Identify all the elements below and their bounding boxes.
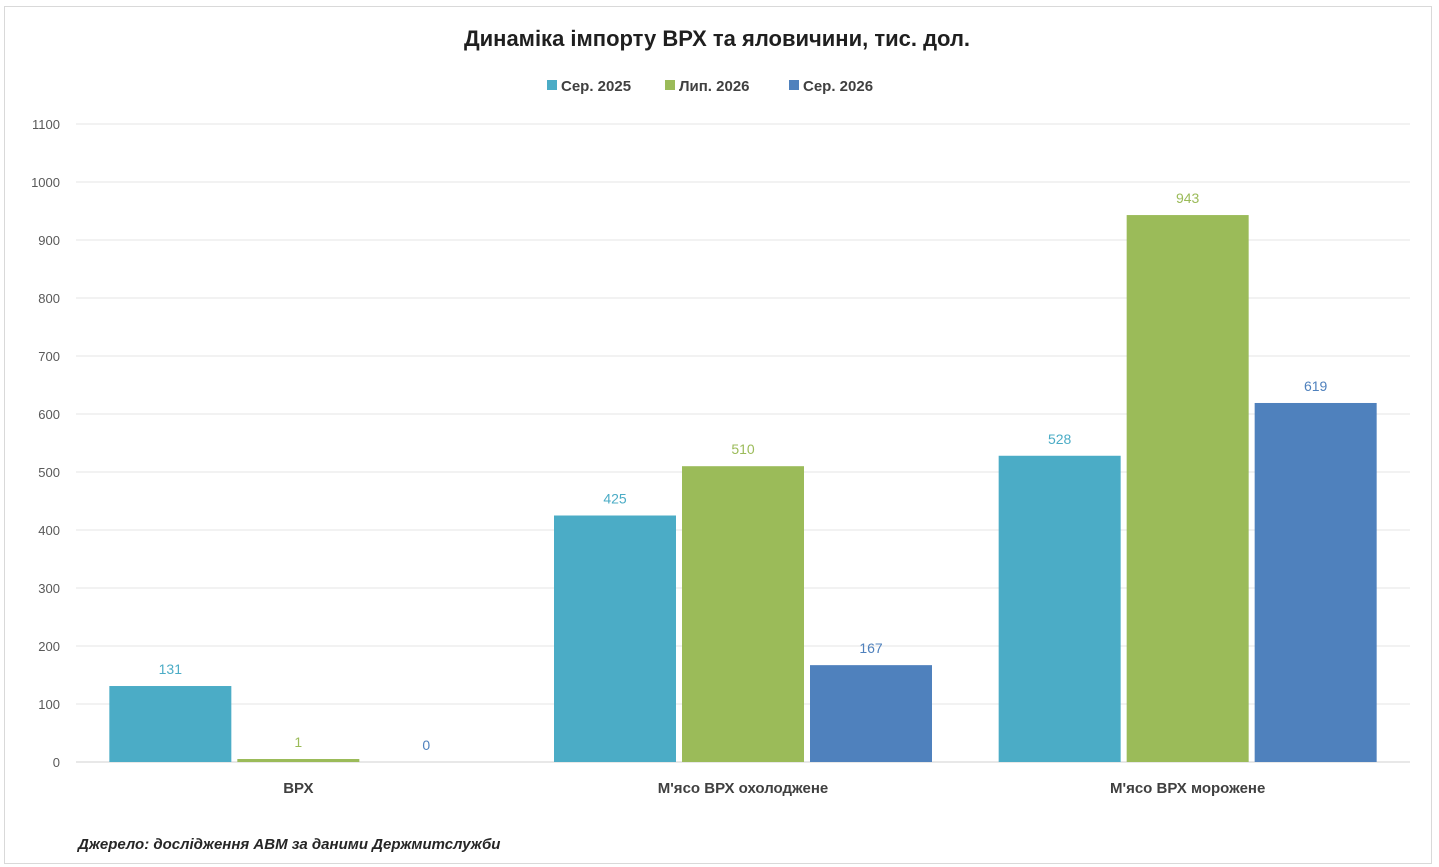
y-tick-label: 400 (38, 523, 60, 538)
source-note: Джерело: дослідження АВМ за даними Держм… (78, 836, 501, 853)
y-tick-label: 100 (38, 697, 60, 712)
chart-frame (4, 6, 1432, 864)
y-tick-label: 1000 (31, 175, 60, 190)
bar (1126, 215, 1249, 762)
data-label: 1 (294, 734, 302, 750)
legend-label: Сер. 2025 (561, 78, 631, 95)
y-tick-label: 700 (38, 349, 60, 364)
bar (237, 759, 360, 762)
legend-label: Сер. 2026 (803, 78, 873, 95)
legend: Сер. 2025 Лип. 2026 Сер. 2026 (547, 78, 873, 95)
x-category-label: М'ясо ВРХ морожене (1110, 780, 1265, 797)
y-axis: 0 100 200 300 400 500 600 700 800 900 1000 1100 (31, 117, 60, 770)
y-tick-label: 600 (38, 407, 60, 422)
y-tick-label: 800 (38, 291, 60, 306)
x-axis: ВРХ М'ясо ВРХ охолоджене М'ясо ВРХ морожен… (283, 780, 1265, 797)
data-label: 528 (1048, 431, 1072, 447)
bars (109, 215, 1377, 762)
legend-label: Лип. 2026 (679, 78, 750, 95)
bar (554, 515, 676, 762)
legend-swatch (665, 80, 675, 90)
data-label: 0 (422, 737, 430, 753)
y-tick-label: 500 (38, 465, 60, 480)
legend-swatch (789, 80, 799, 90)
data-label: 619 (1304, 378, 1328, 394)
bar (682, 466, 804, 762)
y-tick-label: 300 (38, 581, 60, 596)
y-tick-label: 900 (38, 233, 60, 248)
chart-title: Динаміка імпорту ВРХ та яловичини, тис. … (464, 26, 970, 51)
data-label: 131 (159, 661, 183, 677)
data-label: 943 (1176, 190, 1200, 206)
bar (810, 665, 932, 762)
data-label: 510 (731, 441, 755, 457)
bar (109, 686, 232, 762)
bar (1254, 402, 1377, 762)
data-labels: 131 1 0 425 510 167 528 943 619 (159, 190, 1328, 753)
bar (998, 455, 1121, 762)
x-category-label: М'ясо ВРХ охолоджене (658, 780, 828, 797)
y-tick-label: 1100 (32, 117, 60, 132)
data-label: 425 (603, 491, 627, 507)
legend-swatch (547, 80, 557, 90)
data-label: 167 (859, 640, 883, 656)
x-category-label: ВРХ (283, 780, 313, 797)
y-tick-label: 0 (53, 755, 60, 770)
y-tick-label: 200 (38, 639, 60, 654)
